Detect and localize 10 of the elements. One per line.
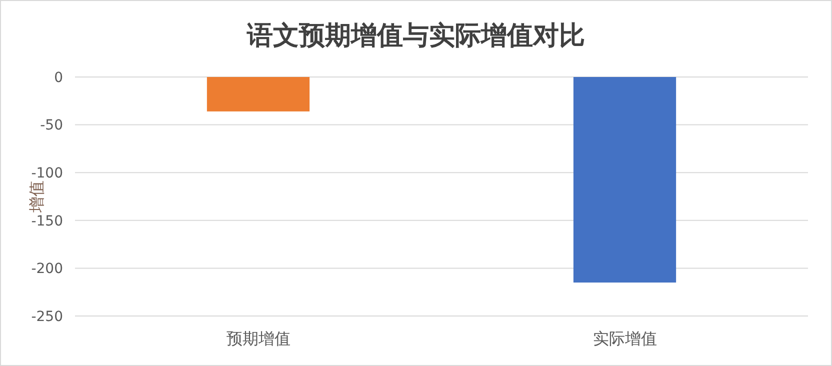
x-tick-label: 实际增值	[592, 329, 657, 348]
y-tick-label: 0	[54, 70, 63, 86]
y-tick-label: -200	[31, 261, 63, 278]
y-tick-label: -150	[31, 213, 63, 230]
y-tick-label: -50	[40, 118, 63, 134]
y-axis-title: 增值	[27, 180, 46, 214]
x-tick-label: 预期增值	[226, 329, 290, 348]
chart-title: 语文预期增值与实际增值对比	[246, 21, 585, 51]
y-tick-label: -100	[31, 166, 63, 182]
y-tick-label: -250	[31, 308, 63, 325]
